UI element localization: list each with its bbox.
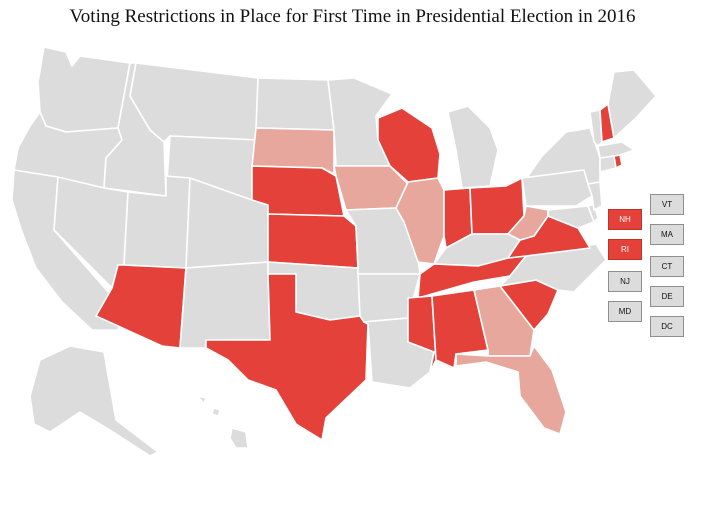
small-state-box-vt[interactable]: VT [650,194,684,215]
small-state-box-ct[interactable]: CT [650,256,684,277]
state-mi[interactable] [447,105,499,189]
state-nm[interactable] [179,261,271,349]
small-state-box-dc[interactable]: DC [650,316,684,337]
small-state-box-de[interactable]: DE [650,286,684,307]
state-ma[interactable] [597,141,635,159]
state-ak[interactable] [29,345,159,457]
state-mt[interactable] [129,62,259,143]
small-state-box-nj[interactable]: NJ [608,271,642,292]
small-state-box-ri[interactable]: RI [608,239,642,260]
state-ks[interactable] [267,213,359,269]
state-tx[interactable] [205,273,369,441]
state-nd[interactable] [255,77,335,131]
state-nj[interactable] [587,181,603,211]
small-state-box-ma[interactable]: MA [650,224,684,245]
state-md[interactable] [547,205,595,229]
state-de[interactable] [587,203,599,223]
small-state-box-md[interactable]: MD [608,301,642,322]
state-me[interactable] [607,69,657,139]
state-hi[interactable] [197,395,249,449]
map-title: Voting Restrictions in Place for First T… [69,6,636,27]
small-state-box-nh[interactable]: NH [608,209,642,230]
state-wa[interactable] [37,46,131,133]
state-vt[interactable] [589,109,603,147]
state-fl[interactable] [455,345,567,435]
state-ri[interactable] [613,154,623,169]
